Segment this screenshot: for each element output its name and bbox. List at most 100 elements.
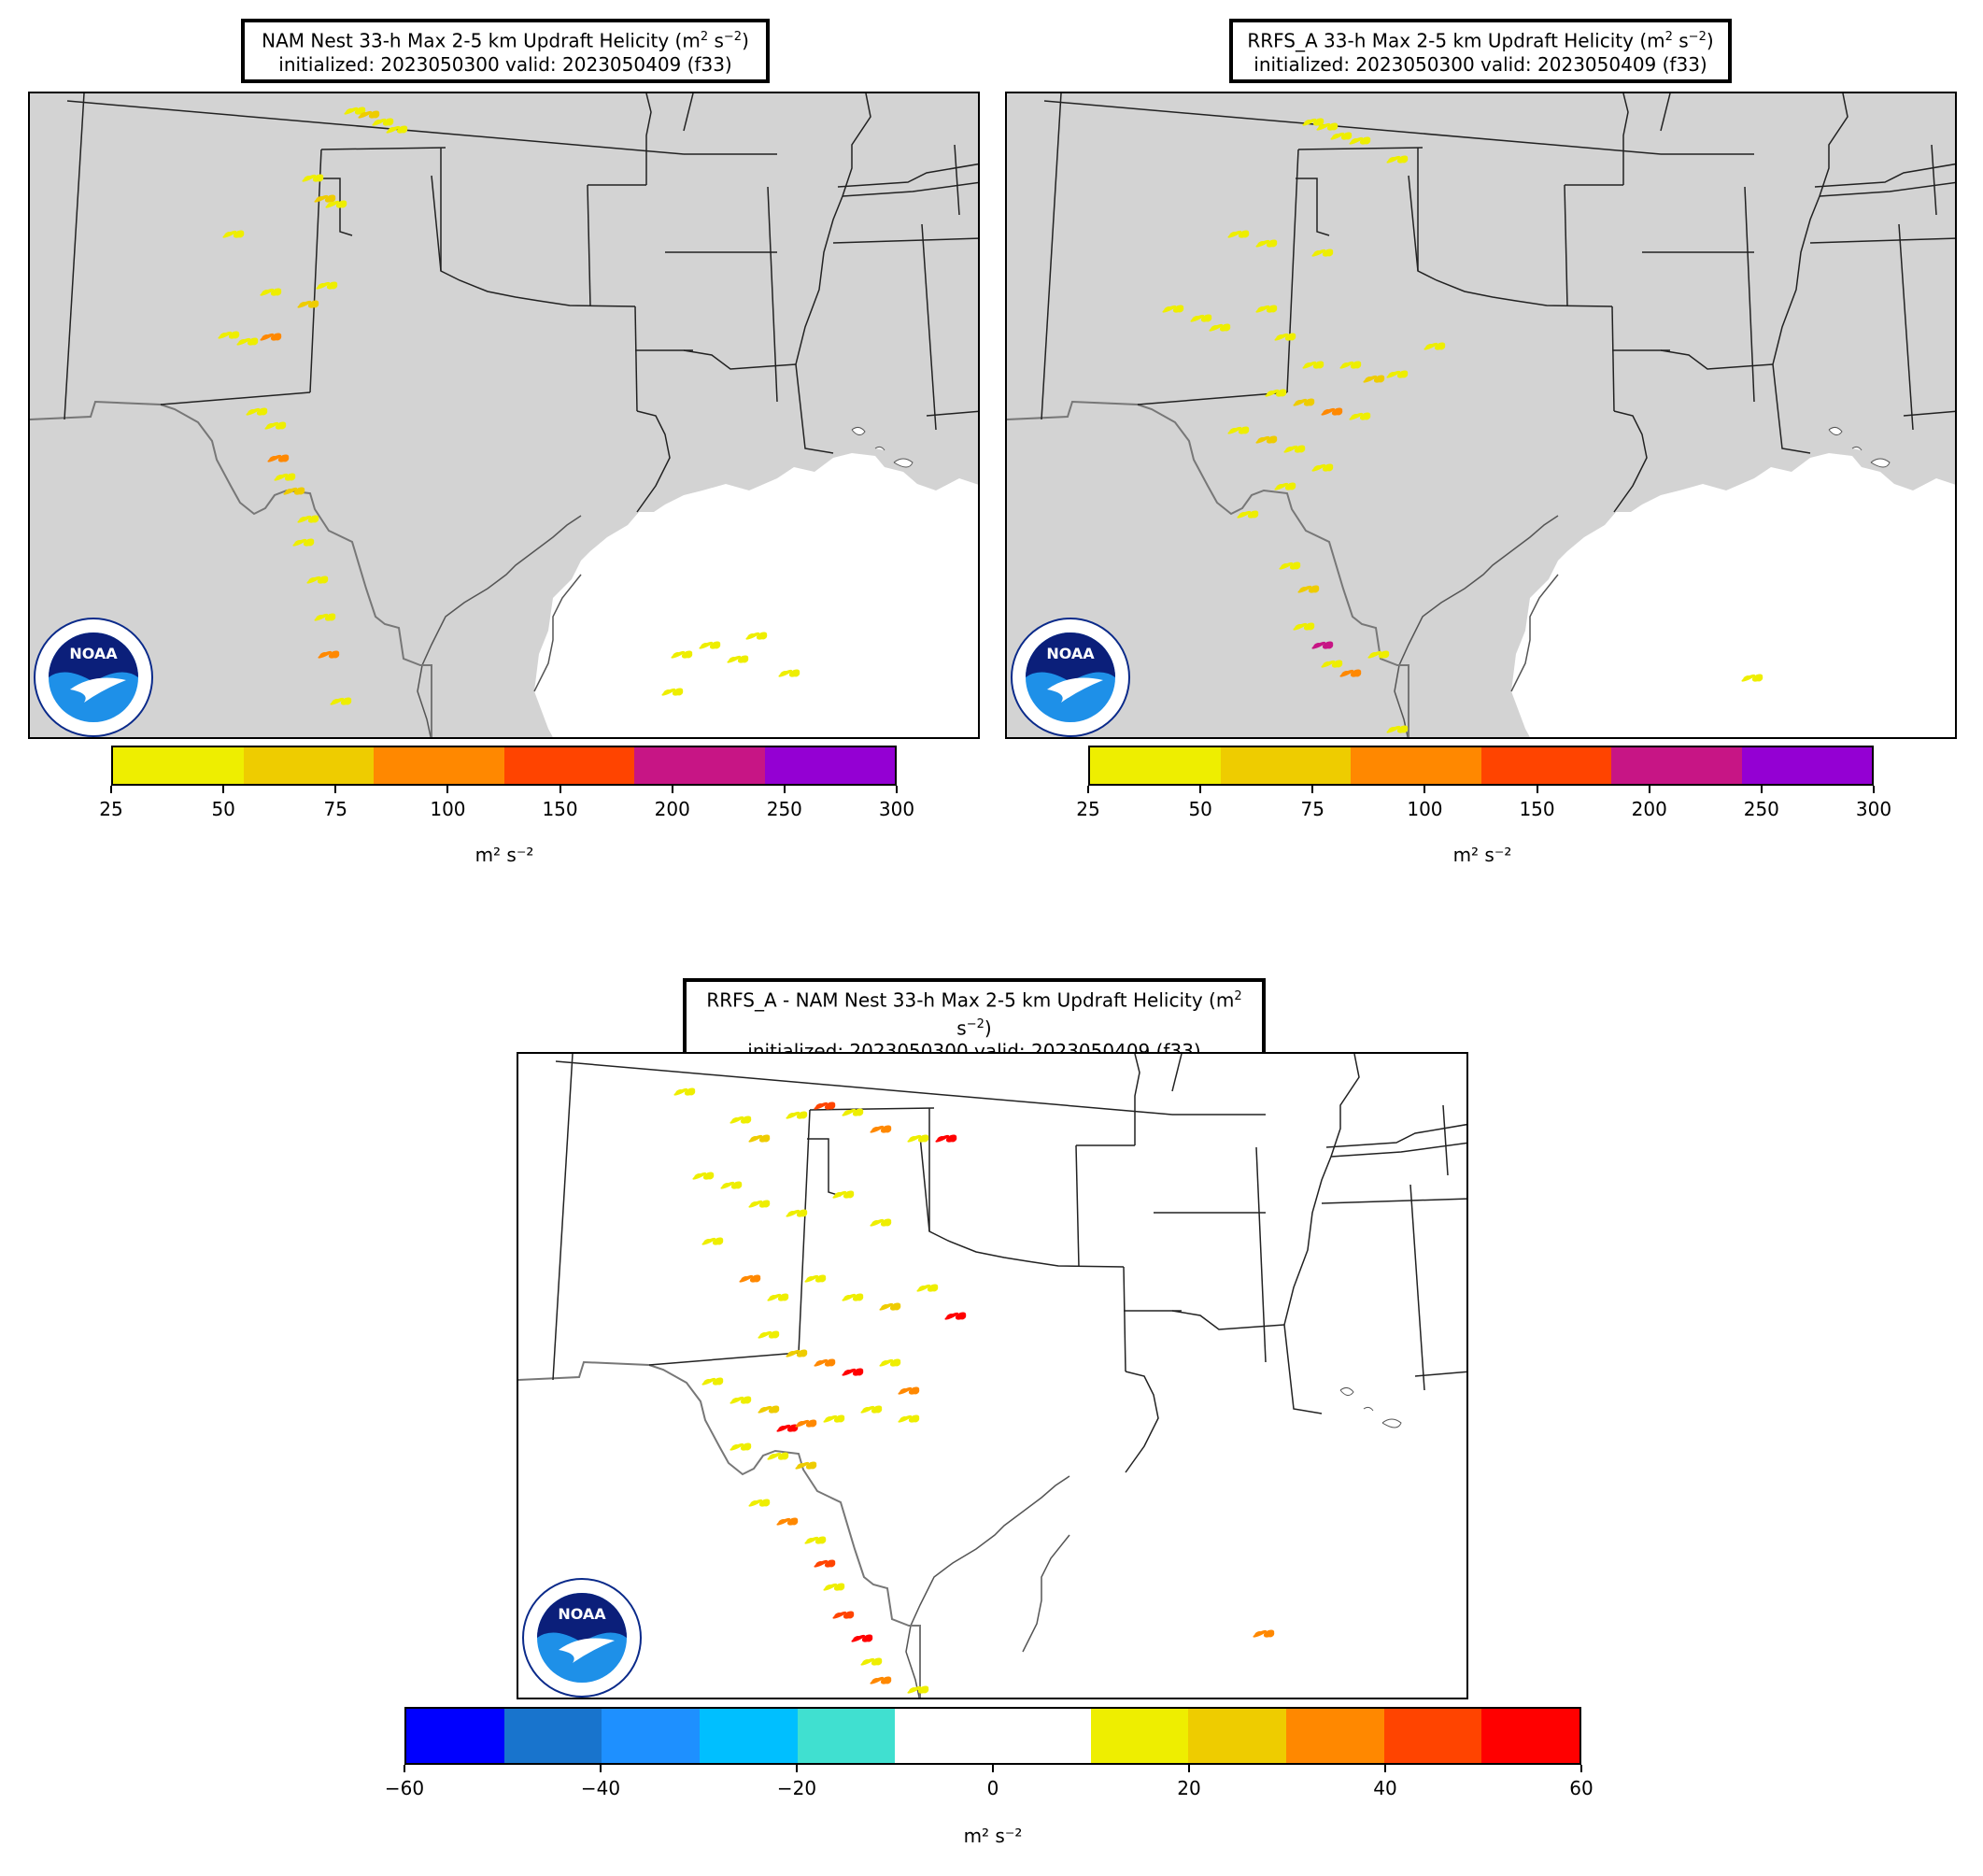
colorbar-tick xyxy=(783,786,786,793)
helicity-cell xyxy=(314,613,329,621)
helicity-cell xyxy=(907,1134,922,1143)
helicity-cell xyxy=(1274,482,1289,490)
helicity-cell xyxy=(729,1116,744,1124)
helicity-cell xyxy=(260,333,275,341)
state-border xyxy=(1772,363,1811,454)
helicity-cell xyxy=(372,111,380,119)
helicity-cell xyxy=(1363,413,1371,420)
colorbar-tick xyxy=(110,786,112,793)
panel-rrfs-title-line2: initialized: 2023050300 valid: 202305040… xyxy=(1254,52,1707,76)
helicity-cell xyxy=(781,1453,789,1460)
helicity-cell xyxy=(865,1635,873,1642)
helicity-cell xyxy=(330,697,345,705)
panel-nam-map: NOAA xyxy=(28,92,980,739)
colorbar-tick-label: 300 xyxy=(878,798,915,820)
helicity-cell xyxy=(930,1285,939,1292)
helicity-cell xyxy=(328,614,336,621)
state-border xyxy=(1137,391,1288,405)
helicity-cell xyxy=(246,407,261,416)
colorbar-tick-label: 100 xyxy=(430,798,466,820)
helicity-cell xyxy=(344,698,352,705)
helicity-cell xyxy=(1279,561,1294,570)
state-border xyxy=(645,93,652,185)
state-border xyxy=(1611,306,1615,412)
helicity-cell xyxy=(944,1312,959,1320)
helicity-cell xyxy=(1311,586,1320,593)
colorbar-tick xyxy=(334,786,337,793)
helicity-cell xyxy=(1302,118,1317,126)
lake xyxy=(893,458,914,468)
state-border xyxy=(954,144,960,216)
helicity-cell xyxy=(958,1313,967,1320)
helicity-cell xyxy=(314,194,329,203)
colorbar-tick-label: −60 xyxy=(384,1777,425,1799)
state-border xyxy=(798,1109,811,1354)
helicity-cell xyxy=(874,1406,883,1414)
state-border xyxy=(795,93,871,365)
helicity-cell xyxy=(250,338,259,346)
helicity-cell xyxy=(1288,483,1296,490)
helicity-cell xyxy=(800,1210,808,1217)
panel-nam-title-line1: NAM Nest 33-h Max 2-5 km Updraft Helicit… xyxy=(262,29,701,52)
international-border xyxy=(1007,400,1409,737)
helicity-cell xyxy=(748,1200,763,1208)
colorbar-tick xyxy=(671,786,673,793)
state-border xyxy=(1613,410,1648,513)
state-border xyxy=(837,163,978,188)
helicity-cell xyxy=(264,421,279,430)
colorbar-segment xyxy=(1351,747,1481,784)
helicity-cell xyxy=(283,487,298,495)
helicity-cell xyxy=(1353,670,1362,677)
colorbar-nam-units: m² s⁻² xyxy=(475,844,534,866)
helicity-cell xyxy=(1293,622,1308,631)
helicity-cell xyxy=(744,1397,752,1404)
helicity-cell xyxy=(1255,239,1270,248)
helicity-cell xyxy=(306,539,315,547)
colorbar-segment xyxy=(1611,747,1742,784)
helicity-cell xyxy=(767,1452,782,1460)
colorbar-segment xyxy=(113,747,244,784)
helicity-cell xyxy=(870,1676,885,1684)
helicity-cell xyxy=(879,1302,894,1311)
state-border xyxy=(809,1107,935,1111)
helicity-cell xyxy=(800,1350,808,1357)
helicity-cell xyxy=(776,1517,791,1526)
noaa-emblem: NOAA xyxy=(1011,618,1130,737)
lake xyxy=(851,426,885,451)
state-border xyxy=(1286,149,1299,393)
helicity-cell xyxy=(786,1349,800,1357)
helicity-cell xyxy=(1363,137,1371,145)
state-border xyxy=(1041,93,1062,420)
helicity-cell xyxy=(1316,122,1331,131)
helicity-cell xyxy=(320,576,329,584)
helicity-cell xyxy=(828,1359,836,1367)
state-border xyxy=(1171,1054,1183,1092)
panel-rrfs-map: NOAA xyxy=(1005,92,1957,739)
helicity-cell xyxy=(692,1172,707,1180)
helicity-cell xyxy=(1386,370,1401,378)
helicity-cell xyxy=(898,1386,913,1395)
panel-diff-title-line1: RRFS_A - NAM Nest 33-h Max 2-5 km Updraf… xyxy=(706,988,1235,1012)
colorbar-segment xyxy=(797,1709,896,1763)
helicity-cell xyxy=(713,642,721,649)
helicity-cell xyxy=(1227,426,1242,434)
helicity-cell xyxy=(1349,136,1364,145)
state-border xyxy=(160,391,311,405)
state-border xyxy=(648,1352,800,1366)
colorbar-segment xyxy=(1480,747,1611,784)
colorbar-segment xyxy=(503,747,634,784)
state-border xyxy=(1171,1310,1285,1330)
helicity-cell xyxy=(753,1275,761,1283)
helicity-cell xyxy=(729,1443,744,1451)
helicity-cell xyxy=(814,1101,829,1110)
helicity-cell xyxy=(745,632,760,640)
colorbar-segment xyxy=(602,1709,701,1763)
helicity-cell xyxy=(1755,675,1763,682)
helicity-cell xyxy=(870,1125,885,1133)
state-border xyxy=(1283,1324,1323,1414)
helicity-cell xyxy=(222,230,237,238)
helicity-cell xyxy=(1288,334,1296,341)
helicity-cell xyxy=(1204,315,1212,322)
colorbar-diff xyxy=(404,1707,1581,1765)
helicity-cell xyxy=(912,1415,920,1423)
